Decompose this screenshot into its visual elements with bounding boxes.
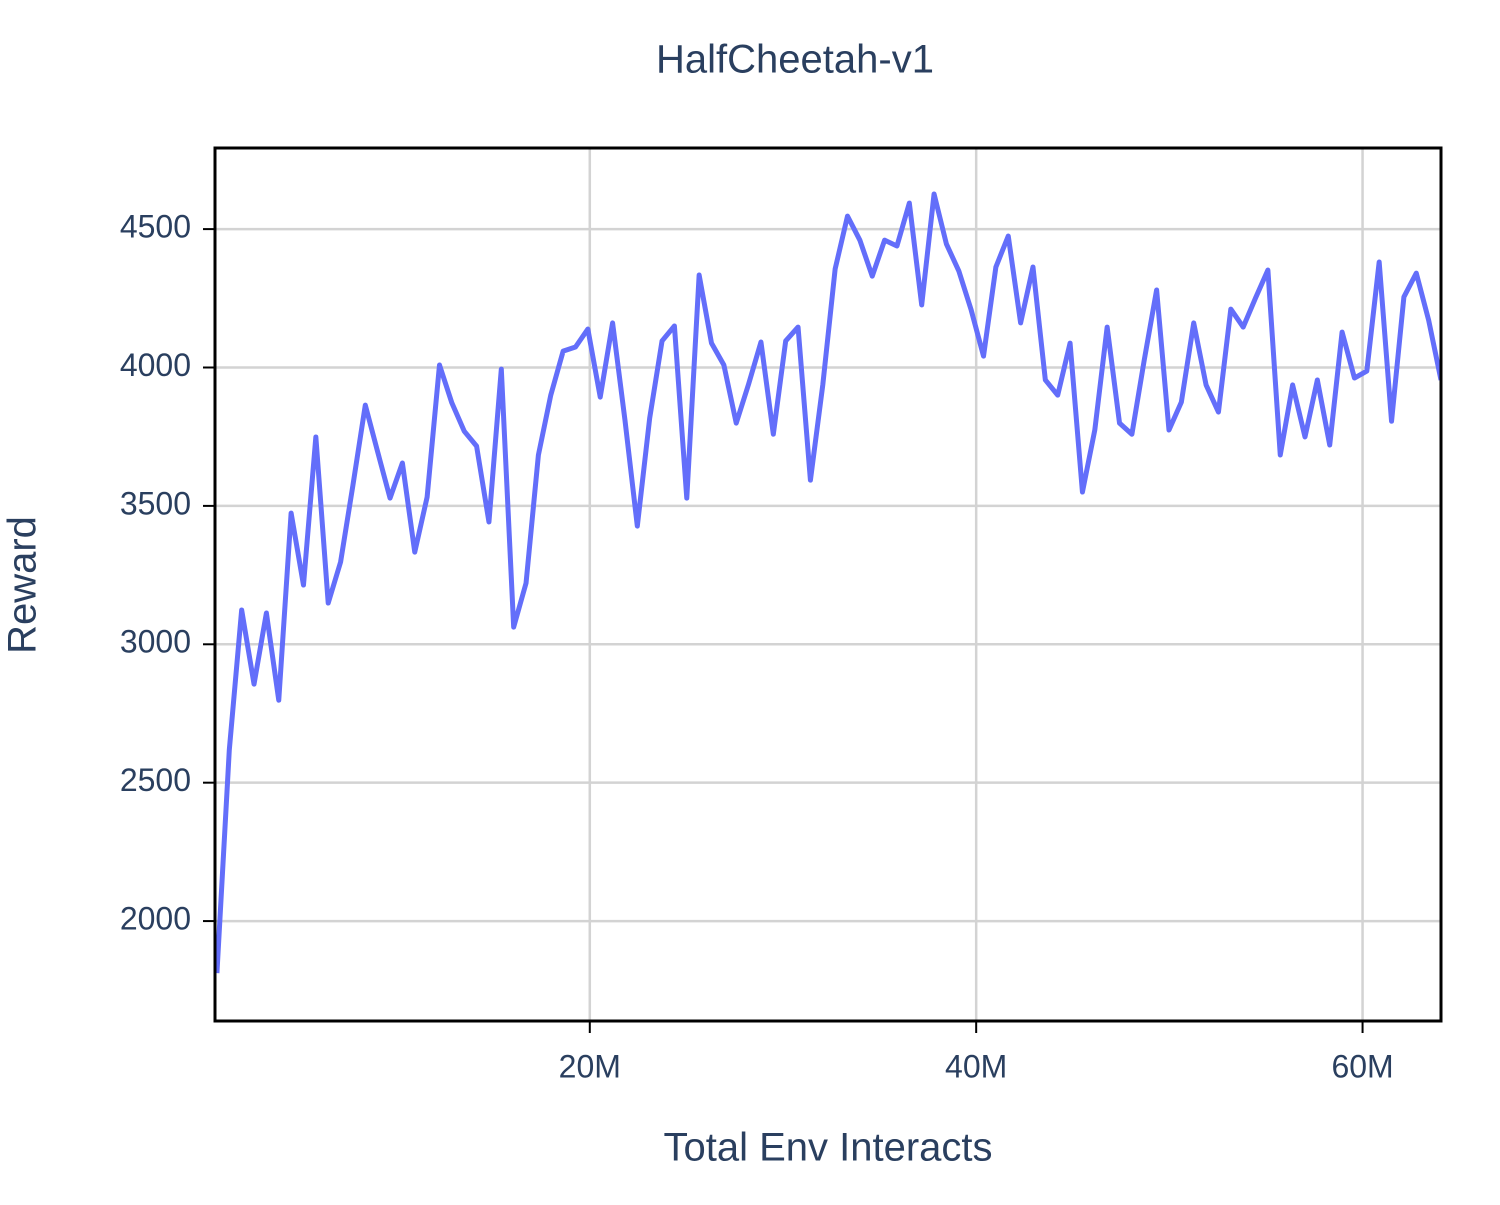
y-axis-title: Reward: [1, 516, 45, 654]
x-axis-title: Total Env Interacts: [663, 1126, 992, 1170]
plot-frame: [213, 146, 1443, 1023]
x-tick-label: 60M: [1331, 1048, 1393, 1084]
y-tick-label: 2500: [120, 762, 191, 798]
y-tick-label: 4500: [120, 209, 191, 245]
line-series: [215, 191, 1441, 974]
y-tick-label: 2000: [120, 901, 191, 937]
x-tick-label: 40M: [945, 1048, 1007, 1084]
y-tick-label: 4000: [120, 347, 191, 383]
y-tick-label: 3000: [120, 624, 191, 660]
y-tick-label: 3500: [120, 485, 191, 521]
chart-title: HalfCheetah-v1: [656, 38, 934, 82]
x-tick-label: 20M: [559, 1048, 621, 1084]
